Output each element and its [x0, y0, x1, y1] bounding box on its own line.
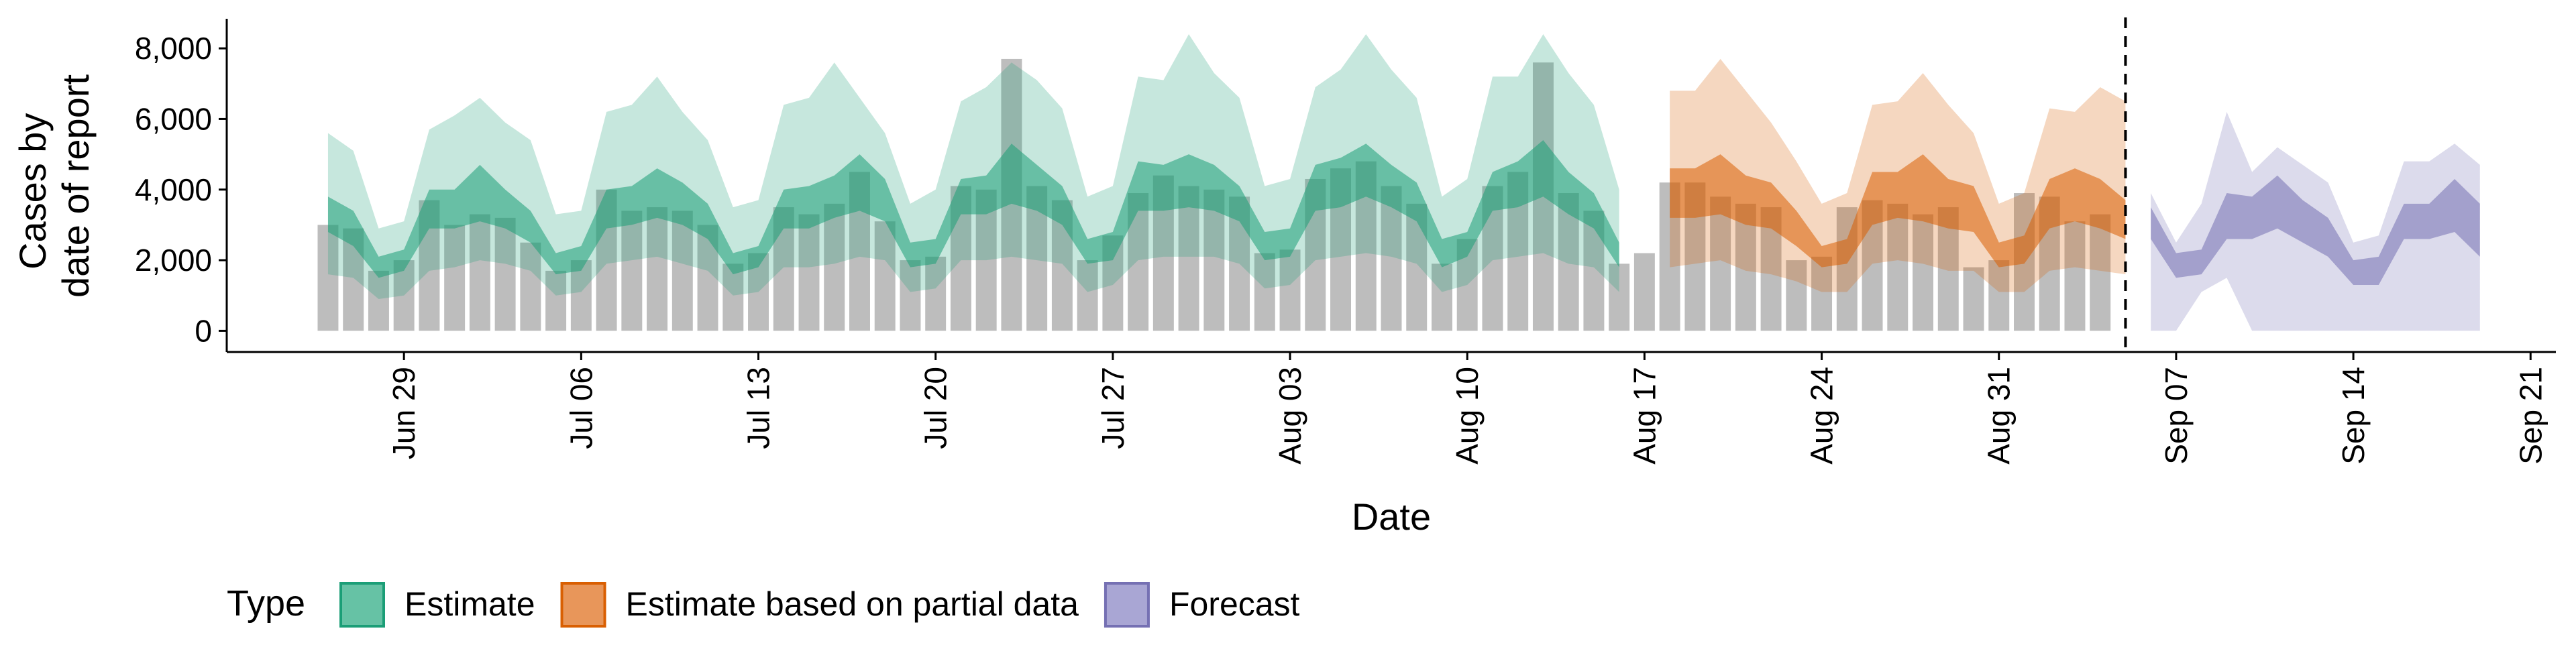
reported-cases-bar — [368, 270, 389, 331]
reported-cases-bar — [1963, 267, 1984, 331]
reported-cases-bar — [1710, 196, 1731, 331]
reported-cases-bar — [722, 263, 744, 331]
reported-cases-bar — [1254, 253, 1275, 331]
reported-cases-bar — [1178, 186, 1199, 331]
reported-cases-bar — [1279, 249, 1301, 331]
x-tick-label: Aug 10 — [1450, 367, 1485, 465]
y-axis-title-line-2: date of report — [54, 74, 97, 298]
reported-cases-bar — [925, 256, 947, 331]
x-tick-label: Sep 21 — [2513, 367, 2548, 465]
x-axis-ticks: Jun 29 Jul 06 Jul 13 Jul 20 Jul 27 Aug 03 Aug … — [386, 352, 2548, 465]
reported-cases-bar — [798, 214, 820, 331]
legend-item-estimate: Estimate — [339, 582, 535, 628]
series-estimate-outer-band — [327, 34, 1619, 300]
x-tick-label: Jun 29 — [386, 367, 421, 459]
reported-cases-bar — [621, 211, 643, 331]
series-partial-data-inner-band — [1670, 154, 2126, 268]
x-axis-title: Date — [1352, 495, 1431, 538]
x-tick-label: Aug 17 — [1627, 367, 1662, 465]
x-tick-label: Sep 07 — [2159, 367, 2194, 465]
legend-item-partial-data: Estimate based on partial data — [560, 582, 1079, 628]
reported-cases-bar — [444, 225, 466, 331]
reported-cases-bar — [1432, 263, 1452, 331]
reported-cases-bar — [2090, 214, 2111, 331]
legend-title: Type — [227, 583, 305, 624]
reported-cases-bar — [520, 242, 541, 331]
series-forecast-inner-band — [2151, 175, 2480, 285]
reported-cases-bar — [1609, 263, 1630, 331]
legend-swatch-estimate — [339, 582, 385, 628]
reported-cases-bar — [900, 260, 921, 331]
reported-cases-bar — [545, 270, 567, 331]
y-tick-label: 2,000 — [135, 243, 212, 278]
reported-cases-bar — [1887, 203, 1909, 331]
y-axis-title-line-1: Cases by — [11, 113, 54, 270]
legend-swatch-partial-data — [560, 582, 606, 628]
x-tick-label: Aug 24 — [1805, 367, 1839, 465]
reported-cases-bar — [1633, 253, 1655, 331]
legend-label-estimate: Estimate — [405, 585, 535, 623]
x-tick-label: Jul 13 — [741, 367, 776, 449]
y-axis-title: Cases by date of report — [11, 74, 97, 298]
x-tick-label: Aug 31 — [1982, 367, 2017, 465]
reported-cases-bar — [1786, 260, 1807, 331]
legend-item-forecast: Forecast — [1104, 582, 1300, 628]
reported-cases-bar — [2064, 221, 2086, 331]
legend-label-partial-data: Estimate based on partial data — [626, 585, 1079, 623]
reported-cases-bar — [1077, 260, 1098, 331]
reported-cases-bar — [824, 203, 845, 331]
legend: Type Estimate Estimate based on partial d… — [227, 582, 1300, 628]
legend-items: Estimate Estimate based on partial data Fo… — [339, 582, 1300, 628]
reported-cases-bar — [469, 214, 490, 331]
series-forecast — [2151, 111, 2480, 331]
legend-label-forecast: Forecast — [1169, 585, 1300, 623]
y-tick-label: 6,000 — [135, 101, 212, 136]
series-partial-data — [1670, 58, 2126, 292]
x-tick-label: Jul 06 — [564, 367, 598, 449]
reported-cases-bar — [1913, 214, 1933, 331]
reported-cases-bar — [672, 211, 693, 331]
reported-cases-bar — [647, 207, 668, 331]
reported-cases-bar — [570, 260, 592, 331]
y-axis-ticks: 0 2,000 4,000 6,000 8,000 — [135, 31, 227, 348]
series-estimate — [327, 34, 1619, 300]
reported-cases-bar — [317, 225, 339, 331]
x-tick-label: Jul 27 — [1095, 367, 1130, 449]
series-estimate-inner-band — [327, 140, 1619, 278]
y-tick-label: 8,000 — [135, 31, 212, 66]
legend-swatch-forecast — [1104, 582, 1150, 628]
y-tick-label: 4,000 — [135, 172, 212, 207]
reported-cases-bar — [1988, 260, 2010, 331]
y-tick-label: 0 — [195, 313, 212, 348]
x-tick-label: Sep 14 — [2336, 367, 2371, 465]
reported-cases-bar — [874, 221, 896, 331]
reported-cases-bar — [494, 217, 516, 331]
x-tick-label: Jul 20 — [918, 367, 953, 449]
estimate-bands — [327, 34, 2480, 331]
x-tick-label: Aug 03 — [1273, 367, 1307, 465]
reported-cases-bar — [1811, 256, 1833, 331]
